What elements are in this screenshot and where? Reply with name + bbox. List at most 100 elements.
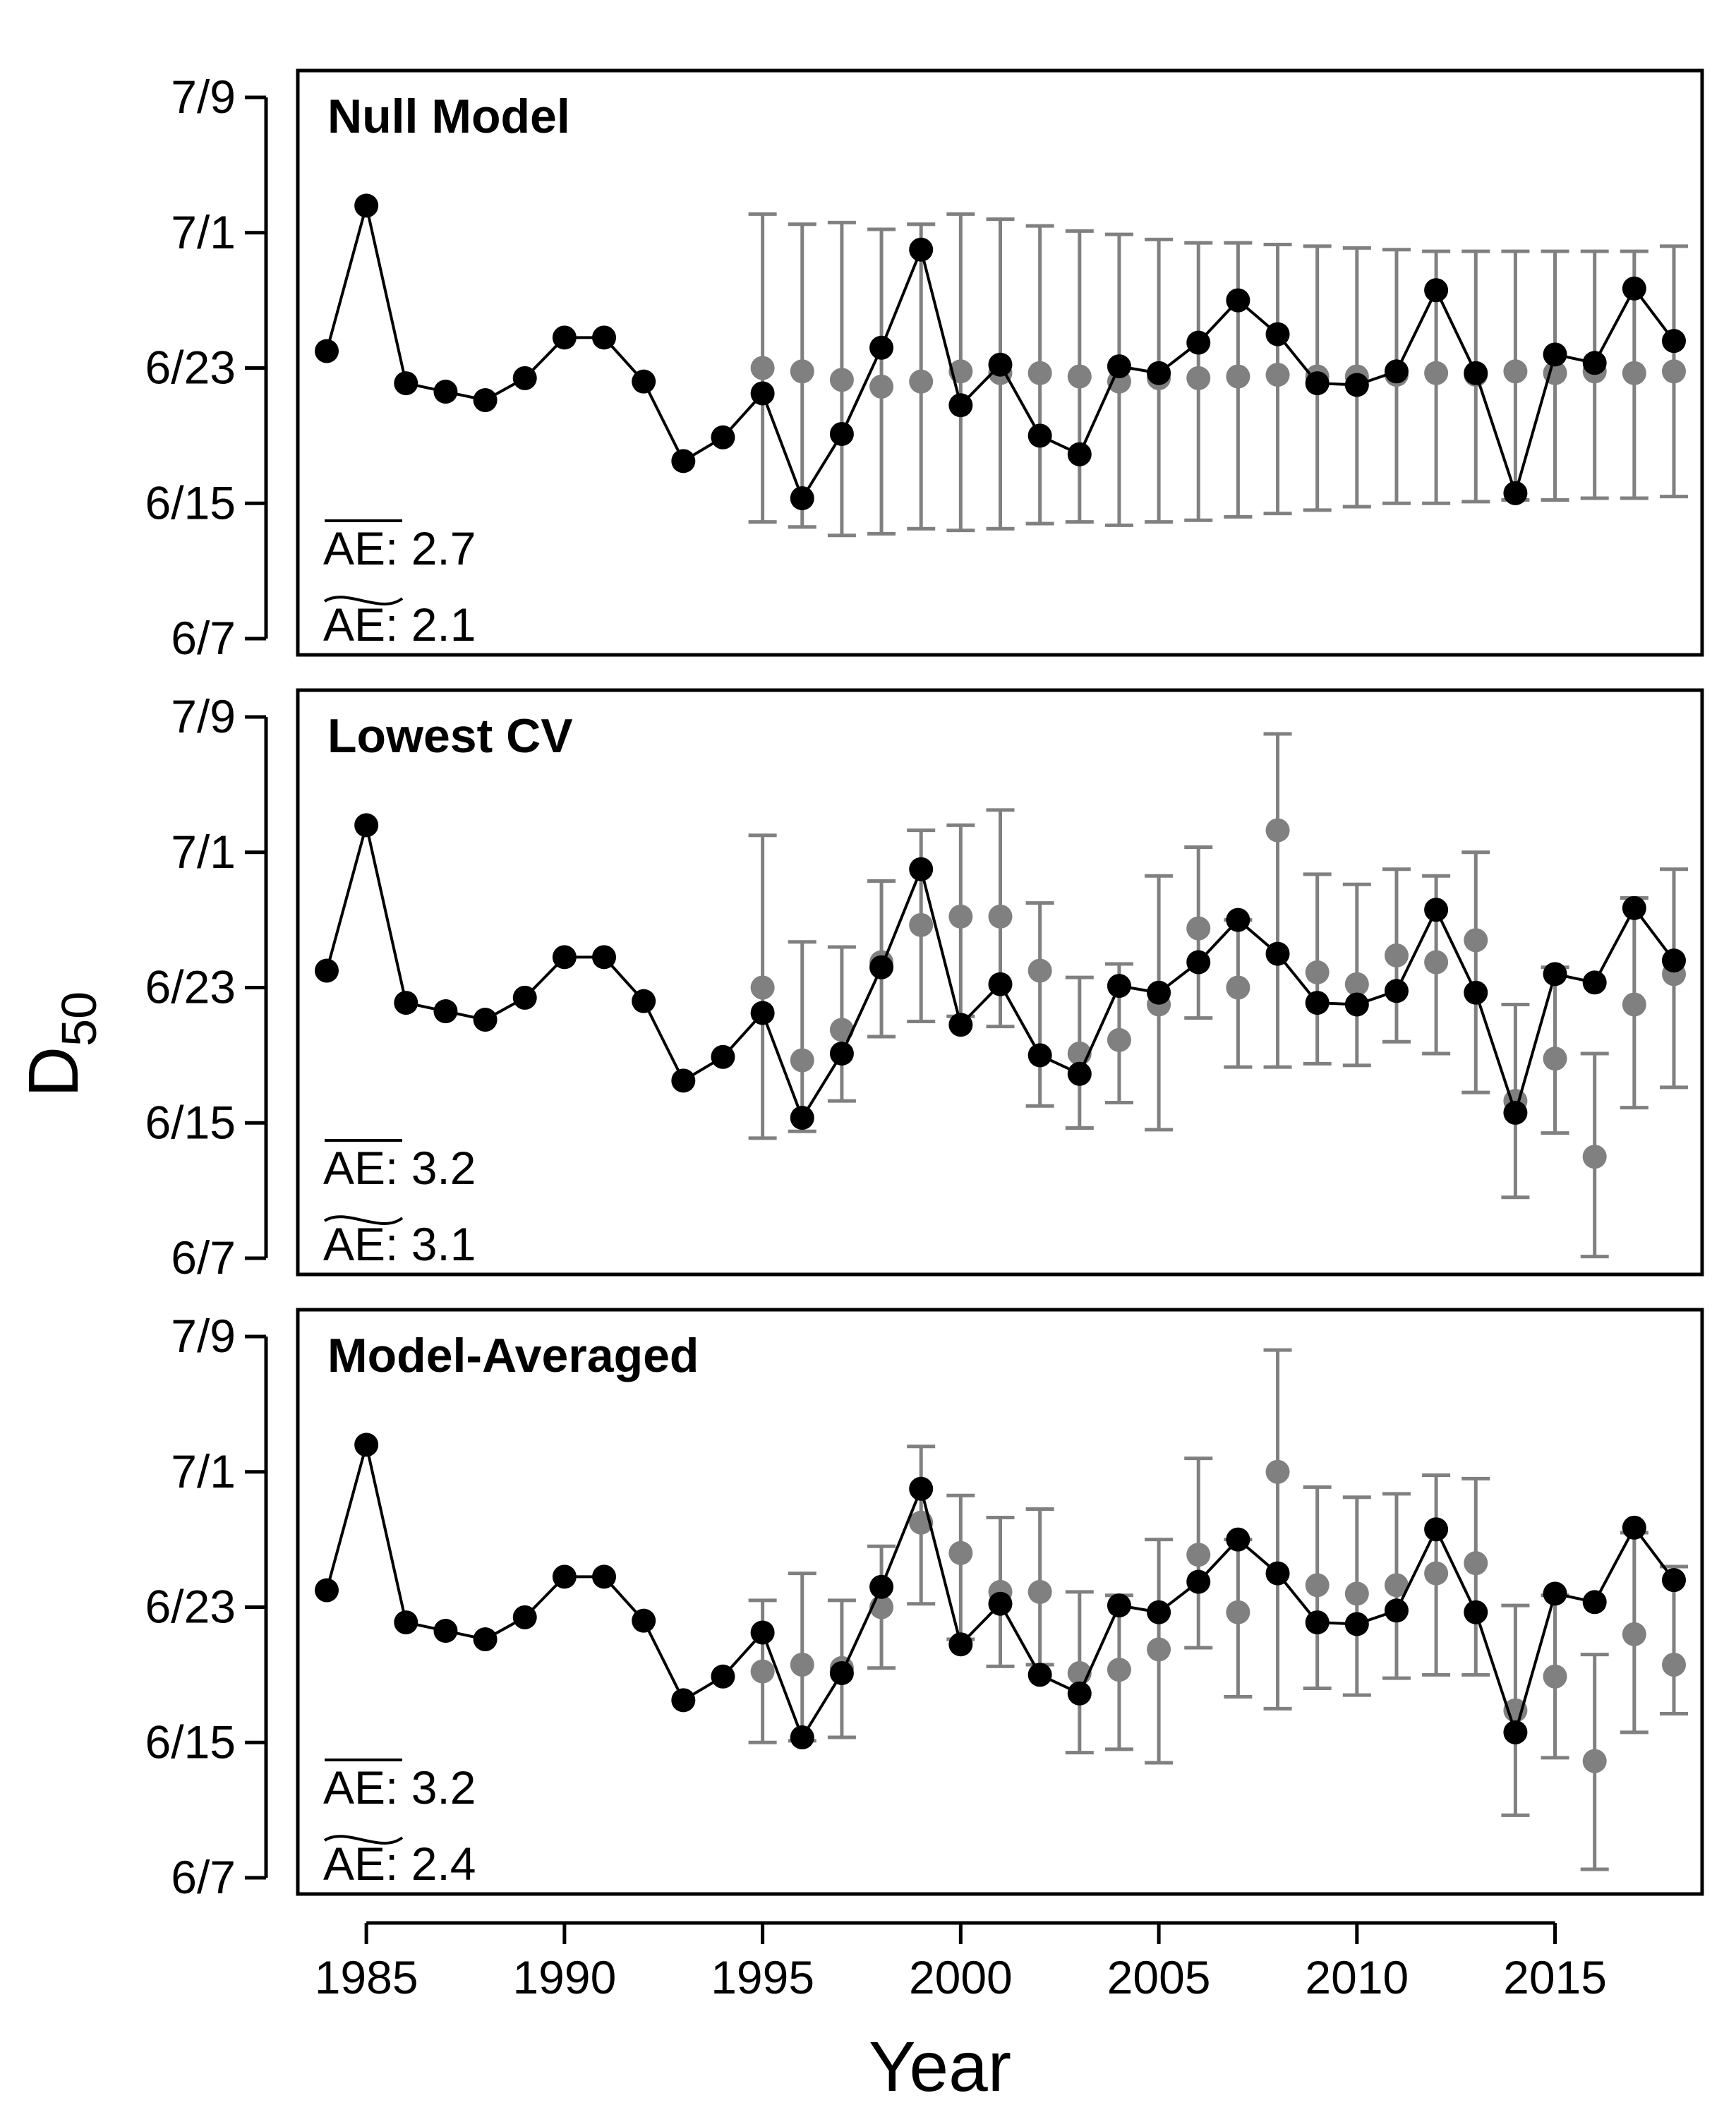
x-axis: 1985 1990 1995 2000 2005 2010 2015	[315, 1921, 1607, 2003]
observed-point	[552, 945, 577, 970]
panel-3: 6/7 6/15 6/23 7/1 7/9 Model-Averaged AE: 3.2 AE…	[145, 1308, 1704, 1903]
panel-frame	[296, 1308, 1704, 1896]
predicted-point	[1344, 972, 1369, 996]
predicted-point	[1305, 960, 1330, 984]
observed-point	[315, 1578, 339, 1603]
ae-mean-label: AE: 2.7	[323, 522, 476, 574]
observed-point	[1265, 941, 1290, 966]
observed-point	[354, 193, 379, 218]
predicted-point	[1582, 1145, 1607, 1169]
panel-frame	[296, 688, 1704, 1277]
observed-point	[1543, 342, 1567, 367]
observed-point	[1265, 322, 1290, 346]
observed-point	[1424, 898, 1449, 922]
predicted-point	[1503, 359, 1528, 384]
observed-point	[1226, 288, 1250, 313]
observed-point	[1464, 980, 1488, 1005]
observed-point	[1226, 1527, 1250, 1552]
y-tick-label: 6/15	[145, 1715, 236, 1768]
observed-point	[829, 1041, 854, 1066]
predicted-point	[1226, 975, 1250, 1000]
observed-point	[1067, 442, 1092, 466]
predicted-point	[1186, 916, 1211, 941]
x-tick-label: 2010	[1305, 1951, 1409, 2003]
observed-point	[1424, 1517, 1449, 1542]
ae-tilde	[323, 1215, 404, 1225]
predicted-point	[1027, 958, 1052, 983]
observed-point	[1622, 276, 1646, 301]
observed-point	[909, 237, 934, 262]
observed-point	[1662, 1568, 1686, 1593]
predicted-point	[750, 975, 775, 1000]
observed-point	[1622, 895, 1646, 920]
observed-point	[1384, 1598, 1409, 1623]
predicted-point	[948, 1540, 973, 1565]
observed-point	[790, 1106, 814, 1130]
observed-point	[790, 486, 814, 511]
predicted-point	[1622, 1622, 1646, 1646]
observed-point	[1147, 361, 1171, 385]
predicted-point	[1384, 1573, 1409, 1598]
observed-point	[1305, 1610, 1330, 1635]
observed-point	[1305, 371, 1330, 396]
observed-point	[671, 1068, 696, 1093]
panel-frame	[296, 68, 1704, 657]
predicted-point	[829, 368, 854, 392]
predicted-point	[1464, 1551, 1488, 1576]
observed-point	[1543, 962, 1567, 987]
observed-point	[948, 1013, 973, 1037]
observed-point	[750, 1001, 775, 1025]
observed-point	[1027, 1043, 1052, 1068]
predicted-point	[909, 912, 934, 937]
observed-point	[1226, 907, 1250, 932]
observed-point	[632, 1608, 656, 1633]
observed-point	[711, 1044, 735, 1069]
x-tick-label: 2005	[1107, 1951, 1211, 2003]
predicted-point	[1186, 1543, 1211, 1567]
observed-point	[750, 381, 775, 406]
observed-point	[671, 449, 696, 474]
panel-2: 6/7 6/15 6/23 7/1 7/9 Lowest CV AE: 3.2 AE: 3.1	[145, 688, 1704, 1284]
observed-point	[829, 1660, 854, 1685]
observed-point	[552, 325, 577, 350]
observed-point	[1067, 1681, 1092, 1706]
observed-point	[1662, 329, 1686, 354]
panel-title: Lowest CV	[327, 709, 573, 763]
predicted-point	[1344, 1581, 1369, 1606]
observed-point	[394, 371, 418, 396]
observed-point	[1027, 1663, 1052, 1687]
ae-mean-label: AE: 3.2	[323, 1142, 476, 1194]
observed-point	[948, 1632, 973, 1657]
observed-point	[1107, 974, 1131, 999]
observed-point	[1147, 980, 1171, 1005]
observed-point	[750, 1620, 775, 1645]
predicted-point	[869, 374, 894, 399]
observed-point	[1107, 354, 1131, 379]
ae-median-label: AE: 2.4	[323, 1838, 476, 1890]
predicted-point	[1147, 1637, 1171, 1662]
y-tick-label: 7/1	[171, 206, 236, 258]
predicted-point	[1107, 1027, 1131, 1052]
observed-point	[315, 958, 339, 983]
y-tick-label: 7/1	[171, 1445, 236, 1497]
predicted-point	[790, 359, 814, 384]
x-tick-label: 1995	[711, 1951, 814, 2003]
observed-point	[473, 1008, 498, 1032]
ae-tilde	[323, 596, 404, 605]
predicted-point	[948, 904, 973, 929]
y-tick-label: 6/7	[171, 612, 236, 664]
observed-point	[1582, 351, 1607, 375]
predicted-point	[1464, 928, 1488, 953]
observed-point	[473, 1627, 498, 1652]
ae-mean-label: AE: 3.2	[323, 1761, 476, 1814]
observed-point	[1464, 1600, 1488, 1624]
observed-point	[433, 380, 458, 404]
x-tick-label: 2015	[1503, 1951, 1607, 2003]
predicted-point	[1027, 361, 1052, 385]
observed-point	[1067, 1061, 1092, 1086]
observed-point	[1424, 278, 1449, 303]
predicted-point	[1384, 943, 1409, 967]
observed-point	[988, 972, 1013, 996]
y-tick-label: 6/15	[145, 1096, 236, 1148]
